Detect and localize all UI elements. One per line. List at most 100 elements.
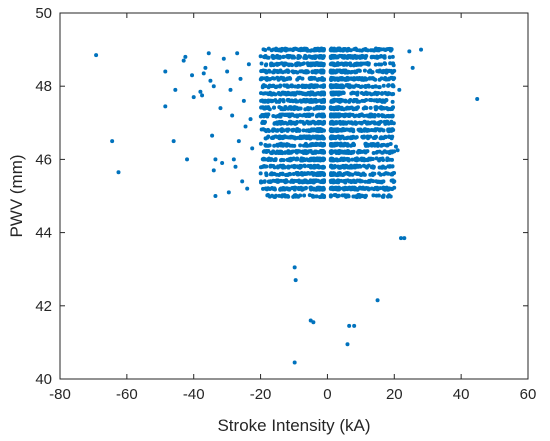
- data-point: [368, 134, 373, 139]
- data-point: [380, 150, 385, 155]
- data-point: [335, 193, 340, 198]
- data-point: [387, 68, 392, 73]
- data-point: [300, 171, 305, 176]
- data-point: [292, 165, 297, 170]
- data-point: [301, 128, 306, 133]
- data-point: [350, 84, 355, 89]
- data-point: [321, 141, 326, 146]
- data-point: [295, 114, 300, 119]
- data-point: [272, 105, 277, 110]
- data-point: [284, 91, 289, 96]
- data-point: [329, 105, 334, 110]
- data-point: [278, 136, 283, 141]
- data-point: [264, 150, 269, 155]
- data-point: [390, 99, 395, 104]
- data-point: [368, 112, 373, 117]
- data-point: [364, 121, 369, 126]
- data-point: [312, 98, 317, 103]
- data-point: [352, 323, 357, 328]
- data-point: [330, 172, 335, 177]
- y-tick-label: 44: [35, 225, 52, 242]
- data-point: [353, 164, 358, 169]
- data-point: [382, 77, 387, 82]
- data-point: [305, 91, 310, 96]
- data-point: [393, 144, 398, 149]
- data-point: [381, 165, 386, 170]
- data-point: [410, 65, 415, 70]
- data-point: [369, 70, 374, 75]
- data-point: [288, 98, 293, 103]
- data-point: [300, 76, 305, 81]
- data-point: [352, 77, 357, 82]
- data-point: [350, 150, 355, 155]
- data-point: [295, 127, 300, 132]
- data-point: [297, 164, 302, 169]
- data-point: [305, 119, 310, 124]
- data-point: [275, 179, 280, 184]
- data-point: [345, 342, 350, 347]
- data-point: [321, 157, 326, 162]
- data-point: [307, 84, 312, 89]
- data-point: [336, 128, 341, 133]
- data-point: [335, 173, 340, 178]
- data-point: [319, 165, 324, 170]
- data-point: [258, 180, 263, 185]
- data-point: [377, 171, 382, 176]
- data-point: [259, 61, 264, 66]
- data-point: [262, 76, 267, 81]
- data-point: [285, 173, 290, 178]
- data-point: [272, 186, 277, 191]
- data-point: [282, 77, 287, 82]
- data-point: [373, 62, 378, 67]
- data-point: [353, 194, 358, 199]
- data-point: [272, 171, 277, 176]
- x-tick-label: 40: [453, 386, 470, 403]
- data-point: [283, 105, 288, 110]
- data-point: [343, 163, 348, 168]
- x-tick-label: -60: [116, 386, 138, 403]
- data-point: [305, 106, 310, 111]
- data-point: [297, 55, 302, 60]
- data-point: [292, 107, 297, 112]
- data-point: [317, 54, 322, 59]
- data-point: [321, 55, 326, 60]
- data-point: [339, 105, 344, 110]
- data-point: [328, 143, 333, 148]
- data-point: [272, 194, 277, 199]
- data-point: [341, 143, 346, 148]
- data-point: [297, 180, 302, 185]
- y-tick-label: 50: [35, 5, 52, 22]
- data-point: [344, 150, 349, 155]
- data-point: [277, 55, 282, 60]
- data-point: [322, 91, 327, 96]
- data-point: [370, 173, 375, 178]
- data-point: [293, 69, 298, 74]
- data-point: [328, 121, 333, 126]
- data-point: [348, 76, 353, 81]
- data-point: [231, 157, 236, 162]
- data-point: [383, 187, 388, 192]
- data-point: [292, 265, 297, 270]
- data-point: [355, 68, 360, 73]
- data-point: [289, 178, 294, 183]
- data-point: [313, 142, 318, 147]
- data-point: [339, 98, 344, 103]
- data-point: [314, 83, 319, 88]
- data-point: [335, 120, 340, 125]
- data-point: [291, 171, 296, 176]
- data-point: [373, 47, 378, 52]
- data-point: [353, 135, 358, 140]
- data-point: [200, 93, 205, 98]
- data-point: [370, 84, 375, 89]
- data-point: [286, 142, 291, 147]
- data-point: [248, 117, 253, 122]
- data-point: [201, 71, 206, 76]
- data-point: [263, 157, 268, 162]
- data-point: [356, 193, 361, 198]
- y-axis-title: PWV (mm): [7, 154, 26, 237]
- data-point: [213, 194, 218, 198]
- data-point: [198, 89, 203, 94]
- data-point: [285, 127, 290, 132]
- y-tick-label: 40: [35, 371, 52, 388]
- data-point: [258, 141, 263, 146]
